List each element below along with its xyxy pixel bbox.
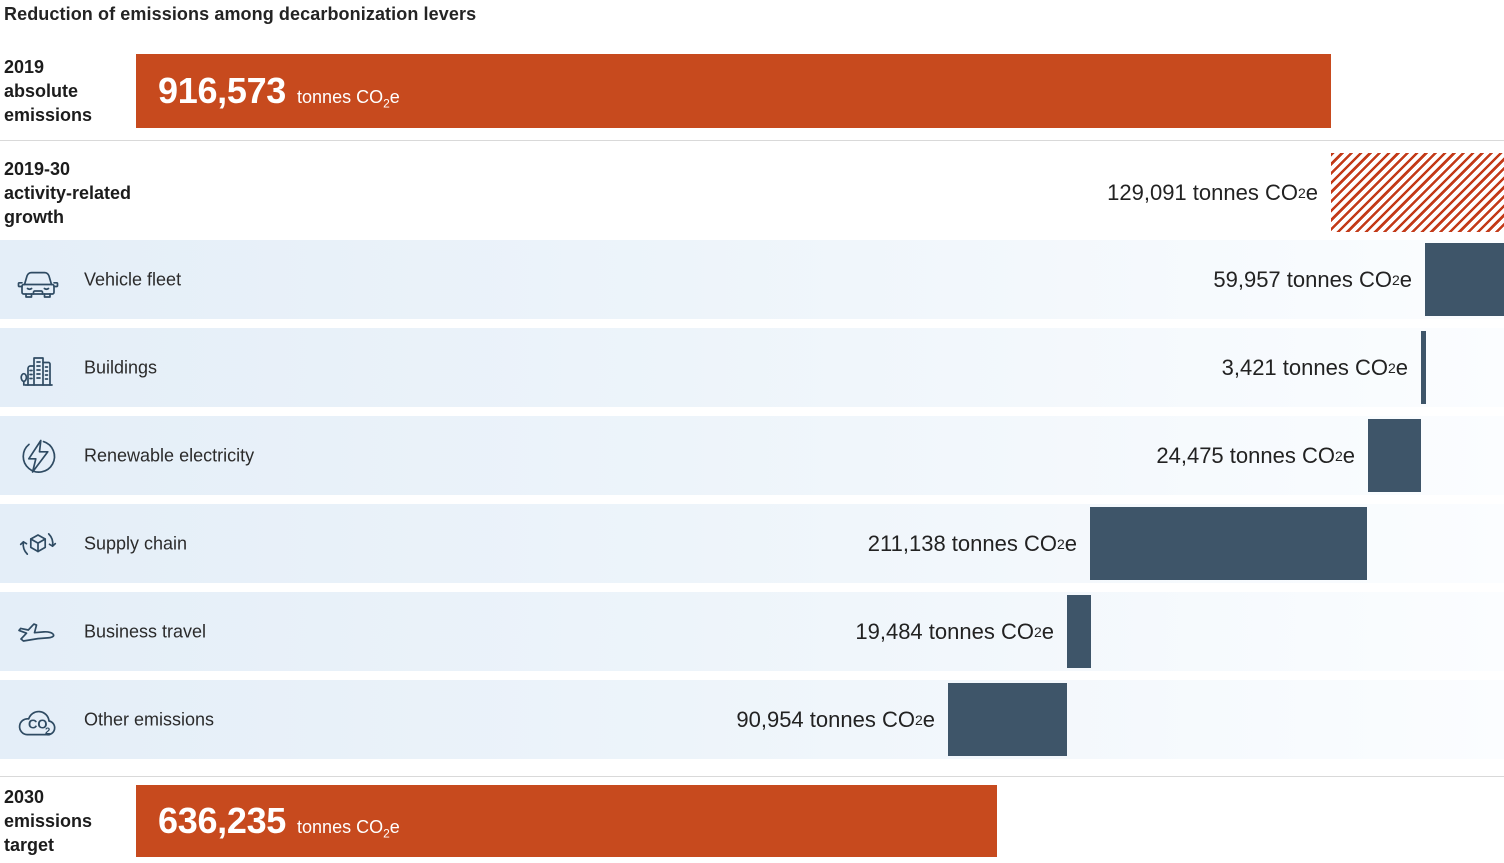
lever-value: 59,957 tonnes CO 2 e bbox=[1213, 266, 1412, 292]
separator-bottom bbox=[0, 776, 1504, 777]
buildings-icon bbox=[14, 344, 62, 392]
co2-cloud-icon: CO 2 bbox=[14, 696, 62, 744]
row-label-2030-emissions-target: 2030 emissions target bbox=[4, 787, 93, 855]
row-label-2019-absolute-emissions: 2019 absolute emissions bbox=[4, 57, 93, 125]
car-front-icon bbox=[14, 256, 62, 304]
lever-row-vehicle-fleet: Vehicle fleet 59,957 tonnes CO 2 e bbox=[0, 240, 1504, 319]
lever-label: Supply chain bbox=[84, 533, 188, 553]
lever-value: 24,475 tonnes CO 2 e bbox=[1156, 442, 1355, 468]
start-value: 916,573 bbox=[158, 70, 287, 111]
lever-row-buildings: Buildings 3,421 tonnes CO 2 e bbox=[0, 328, 1504, 407]
lever-row-supply-chain: Supply chain 211,138 tonnes CO 2 e bbox=[0, 504, 1504, 583]
lever-row-other-emissions: CO 2 Other emissions 90,954 tonnes CO 2 e bbox=[0, 680, 1504, 759]
lever-bar bbox=[1368, 419, 1421, 492]
svg-text:CO: CO bbox=[28, 716, 48, 731]
lever-bar bbox=[1425, 243, 1504, 316]
lever-label: Business travel bbox=[84, 621, 207, 641]
bar-2019-absolute-emissions: 916,573 tonnes CO2e bbox=[136, 54, 1331, 128]
bar-2030-emissions-target: 636,235 tonnes CO2e bbox=[136, 785, 997, 857]
lever-value: 211,138 tonnes CO 2 e bbox=[867, 530, 1077, 556]
lever-bar bbox=[1067, 595, 1091, 668]
separator-top bbox=[0, 140, 1504, 141]
row-label-activity-growth: 2019-30 activity-related growth bbox=[4, 158, 132, 227]
svg-text:2: 2 bbox=[45, 726, 50, 737]
lever-value: 90,954 tonnes CO 2 e bbox=[736, 706, 935, 732]
lever-bar bbox=[948, 683, 1067, 756]
lever-label: Vehicle fleet bbox=[84, 269, 182, 289]
lever-label: Renewable electricity bbox=[84, 445, 255, 465]
lever-row-business-travel: Business travel 19,484 tonnes CO 2 e bbox=[0, 592, 1504, 671]
end-unit: tonnes CO2e bbox=[297, 817, 400, 841]
lever-row-renewable-electricity: Renewable electricity 24,475 tonnes CO 2 e bbox=[0, 416, 1504, 495]
chart-title: Reduction of emissions among decarboniza… bbox=[4, 4, 477, 24]
lever-value: 19,484 tonnes CO 2 e bbox=[855, 618, 1054, 644]
lever-value: 3,421 tonnes CO 2 e bbox=[1221, 354, 1408, 380]
lever-bar bbox=[1421, 331, 1426, 404]
growth-value: 129,091 tonnes CO 2 e bbox=[1107, 179, 1318, 205]
lever-label: Buildings bbox=[84, 357, 158, 377]
supply-chain-cube-icon bbox=[14, 520, 62, 568]
bar-activity-growth-hatched bbox=[1331, 153, 1504, 232]
end-value: 636,235 bbox=[158, 800, 287, 841]
lightning-circle-icon bbox=[14, 432, 62, 480]
lever-bar bbox=[1090, 507, 1367, 580]
start-unit: tonnes CO2e bbox=[297, 87, 400, 111]
airplane-icon bbox=[14, 608, 62, 656]
lever-label: Other emissions bbox=[84, 709, 215, 729]
